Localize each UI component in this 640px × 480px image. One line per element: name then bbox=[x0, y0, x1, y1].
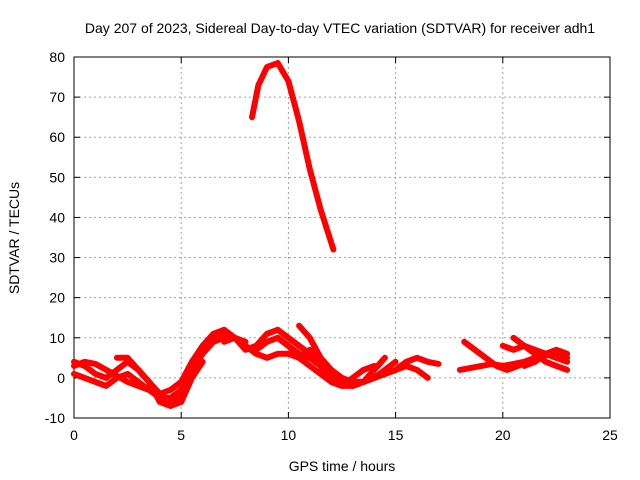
y-axis-label: SDTVAR / TECUs bbox=[6, 182, 22, 294]
y-tick-label: 10 bbox=[49, 330, 65, 346]
axis-ticks: 0 5 10 15 20 25 -10 0 10 20 30 40 50 60 70 80 bbox=[45, 49, 618, 443]
y-tick-label: 40 bbox=[49, 209, 65, 225]
plot-frame bbox=[73, 56, 611, 419]
chart-title: Day 207 of 2023, Sidereal Day-to-day VTE… bbox=[85, 20, 595, 36]
grid bbox=[74, 57, 610, 418]
series-layer bbox=[71, 60, 571, 409]
series-line-arc-peak bbox=[249, 60, 337, 253]
x-tick-label: 15 bbox=[388, 427, 404, 443]
x-tick-label: 0 bbox=[70, 427, 78, 443]
series-line-arc-d bbox=[113, 326, 313, 405]
x-tick-label: 10 bbox=[281, 427, 297, 443]
series-line-arc-n bbox=[521, 346, 571, 369]
x-tick-label: 25 bbox=[602, 427, 618, 443]
x-tick-label: 20 bbox=[495, 427, 511, 443]
y-tick-label: 50 bbox=[49, 169, 65, 185]
y-tick-label: 0 bbox=[57, 370, 65, 386]
y-tick-label: 30 bbox=[49, 250, 65, 266]
series-line-arc-l bbox=[499, 342, 571, 361]
x-tick-label: 5 bbox=[177, 427, 185, 443]
series-line-arc-g bbox=[274, 334, 378, 389]
y-tick-label: -10 bbox=[45, 410, 65, 426]
y-tick-label: 80 bbox=[49, 49, 65, 65]
y-tick-label: 60 bbox=[49, 129, 65, 145]
x-axis-label: GPS time / hours bbox=[289, 458, 396, 474]
y-tick-label: 70 bbox=[49, 89, 65, 105]
series-line-arc-i bbox=[306, 346, 431, 389]
y-tick-label: 20 bbox=[49, 290, 65, 306]
